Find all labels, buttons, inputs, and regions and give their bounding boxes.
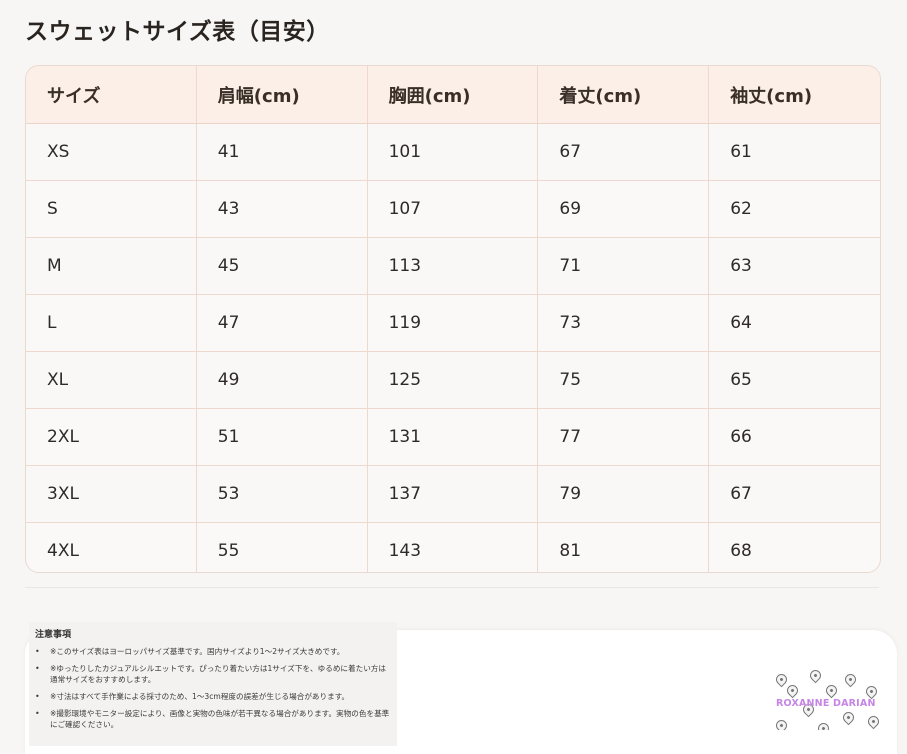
table-row: 2XL 51 131 77 66: [26, 409, 880, 466]
table-cell: 3XL: [26, 466, 197, 522]
note-item: ※ゆったりしたカジュアルシルエットです。ぴったり着たい方は1サイズ下を、ゆるめに…: [35, 663, 391, 685]
table-cell: 107: [368, 181, 539, 237]
note-item: ※このサイズ表はヨーロッパサイズ基準です。国内サイズより1〜2サイズ大きめです。: [35, 646, 391, 657]
table-row: XL 49 125 75 65: [26, 352, 880, 409]
table-cell: 113: [368, 238, 539, 294]
table-cell: 45: [197, 238, 368, 294]
water-drop-icon: [815, 720, 832, 730]
table-cell: 49: [197, 352, 368, 408]
table-cell: 63: [730, 256, 752, 276]
notes-panel: 注意事項 ※このサイズ表はヨーロッパサイズ基準です。国内サイズより1〜2サイズ大…: [29, 622, 397, 746]
header-size: サイズ: [26, 66, 197, 123]
table-row: M 45 113 71 63: [26, 238, 880, 295]
note-item: ※撮影環境やモニター設定により、画像と実物の色味が若干異なる場合があります。実物…: [35, 708, 391, 730]
table-cell: 68: [730, 541, 752, 561]
table-cell: 66: [730, 427, 752, 447]
table-cell: 81: [538, 523, 710, 572]
table-cell: 71: [538, 238, 710, 294]
table-cell: 53: [197, 466, 368, 522]
table-cell: 69: [538, 181, 710, 237]
note-item: ※寸法はすべて手作業による採寸のため、1〜3cm程度の誤差が生じる場合があります…: [35, 691, 391, 702]
table-cell: 131: [368, 409, 539, 465]
table-row: 3XL 53 137 79 67: [26, 466, 880, 523]
header-chest: 胸囲(cm): [368, 66, 539, 123]
table-cell: 2XL: [26, 409, 197, 465]
table-cell: XS: [26, 124, 197, 180]
water-drop-icon: [784, 682, 801, 699]
table-cell: 65: [730, 370, 752, 390]
table-header-row: サイズ 肩幅(cm) 胸囲(cm) 着丈(cm) 袖丈(cm): [26, 66, 880, 124]
header-sleeve: 袖丈(cm): [730, 85, 813, 107]
table-cell: 62: [730, 199, 752, 219]
water-drop-icon: [842, 671, 859, 688]
page-title: スウェットサイズ表（目安）: [25, 19, 330, 45]
table-cell: 43: [197, 181, 368, 237]
table-row: S 43 107 69 62: [26, 181, 880, 238]
table-cell: 51: [197, 409, 368, 465]
water-drop-icon: [807, 668, 824, 684]
table-cell: 73: [538, 295, 710, 351]
water-drop-icon: [840, 709, 857, 726]
table-row: XS 41 101 67 61: [26, 124, 880, 181]
table-cell: 119: [368, 295, 539, 351]
table-cell: 67: [538, 124, 710, 180]
notes-title: 注意事項: [35, 630, 72, 640]
brand-pattern: [773, 668, 879, 730]
header-shoulder-width: 肩幅(cm): [197, 66, 368, 123]
table-cell: 77: [538, 409, 710, 465]
table-cell: 137: [368, 466, 539, 522]
table-cell: 61: [730, 142, 752, 162]
table-cell: 101: [368, 124, 539, 180]
table-cell: 143: [368, 523, 539, 572]
table-row: L 47 119 73 64: [26, 295, 880, 352]
table-cell: L: [26, 295, 197, 351]
notes-list: ※このサイズ表はヨーロッパサイズ基準です。国内サイズより1〜2サイズ大きめです。…: [35, 646, 391, 736]
divider: [25, 587, 879, 588]
table-cell: 47: [197, 295, 368, 351]
size-table: サイズ 肩幅(cm) 胸囲(cm) 着丈(cm) 袖丈(cm) XS 41 101 6…: [25, 65, 881, 573]
header-length: 着丈(cm): [538, 66, 710, 123]
table-cell: XL: [26, 352, 197, 408]
table-cell: 79: [538, 466, 710, 522]
table-cell: M: [26, 238, 197, 294]
water-drop-icon: [823, 682, 840, 699]
table-cell: 67: [730, 484, 752, 504]
water-drop-icon: [865, 713, 879, 730]
table-cell: 55: [197, 523, 368, 572]
table-cell: 41: [197, 124, 368, 180]
water-drop-icon: [773, 717, 790, 730]
water-drop-icon: [863, 683, 879, 700]
table-cell: 75: [538, 352, 710, 408]
table-cell: 125: [368, 352, 539, 408]
table-row: 4XL 55 143 81 68: [26, 523, 880, 572]
table-cell: S: [26, 181, 197, 237]
brand-logo-text: ROXANNE DARIAN: [776, 698, 876, 709]
table-cell: 64: [730, 313, 752, 333]
table-cell: 4XL: [26, 523, 197, 572]
water-drop-icon: [773, 671, 790, 688]
